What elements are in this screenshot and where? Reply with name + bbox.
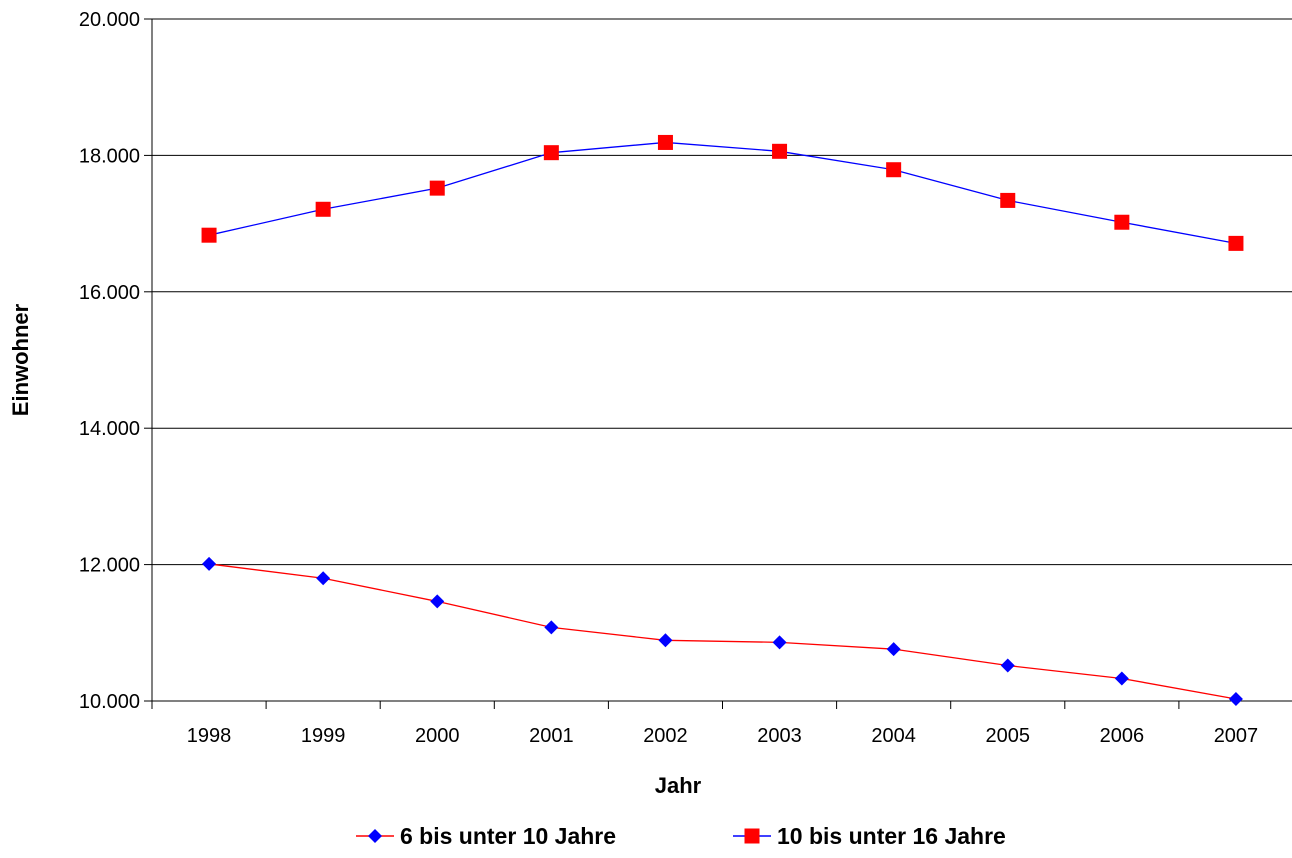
series-line	[208, 563, 1237, 700]
data-point	[657, 134, 673, 150]
data-point	[544, 620, 559, 635]
legend-item-2: 10 bis unter 16 Jahre	[733, 823, 1006, 849]
data-point	[1114, 671, 1129, 686]
y-tick-label: 14.000	[79, 418, 140, 440]
y-tick-labels: 10.000 12.000 14.000 16.000 18.000 20.000	[79, 9, 140, 713]
data-point	[1228, 235, 1244, 251]
y-tick-label: 20.000	[79, 9, 140, 31]
data-point	[658, 633, 673, 648]
legend-label: 6 bis unter 10 Jahre	[400, 823, 616, 849]
x-tick-label: 2001	[529, 725, 574, 747]
data-point	[202, 556, 217, 571]
x-tick-label: 2006	[1100, 725, 1145, 747]
data-point	[772, 635, 787, 650]
data-point	[1000, 658, 1015, 673]
legend-marker	[744, 828, 760, 844]
data-point	[772, 143, 788, 159]
data-point	[316, 571, 331, 586]
axes	[144, 18, 1292, 709]
data-point	[1000, 192, 1016, 208]
y-tick-label: 12.000	[79, 555, 140, 577]
data-point	[886, 642, 901, 657]
data-point	[886, 162, 902, 178]
data-point	[1228, 691, 1243, 706]
x-tick-label: 2002	[643, 725, 688, 747]
x-tick-label: 2005	[986, 725, 1031, 747]
x-tick-label: 1998	[187, 725, 232, 747]
series-1	[202, 556, 1243, 706]
legend: 6 bis unter 10 Jahre 10 bis unter 16 Jahr…	[356, 823, 1006, 849]
legend-label: 10 bis unter 16 Jahre	[777, 823, 1006, 849]
x-tick-label: 2003	[757, 725, 802, 747]
legend-marker	[368, 829, 382, 843]
y-axis-title: Einwohner	[8, 303, 33, 416]
gridlines	[152, 18, 1292, 566]
x-tick-label: 2007	[1214, 725, 1259, 747]
data-series	[201, 134, 1244, 706]
x-axis-title: Jahr	[655, 773, 702, 798]
data-point	[315, 201, 331, 217]
data-point	[429, 180, 445, 196]
x-tick-label: 2000	[415, 725, 460, 747]
data-point	[201, 227, 217, 243]
y-tick-label: 10.000	[79, 691, 140, 713]
series-line	[208, 141, 1237, 245]
x-tick-label: 2004	[871, 725, 916, 747]
legend-item-1: 6 bis unter 10 Jahre	[356, 823, 616, 849]
y-tick-label: 16.000	[79, 282, 140, 304]
y-tick-label: 18.000	[79, 145, 140, 167]
data-point	[430, 594, 445, 609]
data-point	[543, 145, 559, 161]
data-point	[1114, 214, 1130, 230]
series-2	[201, 134, 1244, 251]
x-tick-label: 1999	[301, 725, 346, 747]
x-tick-labels: 1998 1999 2000 2001 2002 2003 2004 2005 2006 2007	[187, 725, 1258, 747]
